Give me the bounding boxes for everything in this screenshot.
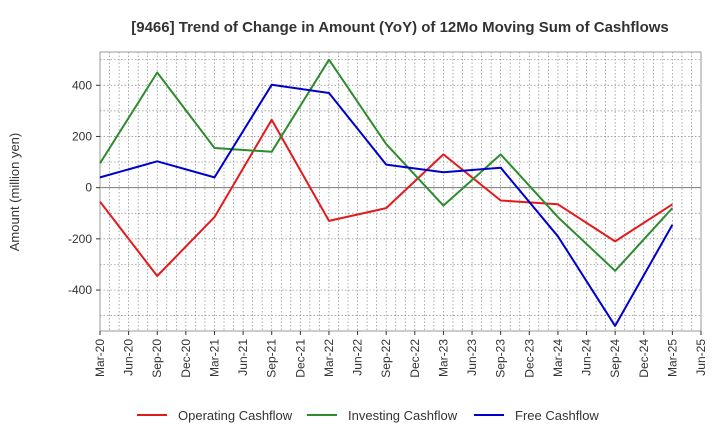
y-tick-label: -200	[68, 232, 92, 246]
y-tick-label: 400	[72, 78, 92, 92]
x-tick-label: Mar-21	[207, 339, 221, 377]
x-tick-label: Dec-24	[637, 339, 651, 378]
x-tick-label: Dec-20	[179, 339, 193, 378]
series-line-operating	[99, 118, 673, 277]
x-tick-label: Mar-24	[551, 339, 565, 377]
x-tick-label: Mar-25	[665, 339, 679, 377]
x-tick-label: Mar-22	[322, 339, 336, 377]
x-tick-label: Sep-23	[494, 339, 508, 378]
legend-label: Investing Cashflow	[348, 408, 458, 423]
legend-label: Operating Cashflow	[178, 408, 293, 423]
x-tick-label: Dec-23	[522, 339, 536, 378]
legend-label: Free Cashflow	[515, 408, 599, 423]
y-tick-label: 0	[85, 181, 92, 195]
chart-title: [9466] Trend of Change in Amount (YoY) o…	[131, 19, 669, 36]
x-tick-label: Jun-25	[694, 339, 708, 376]
x-tick-label: Jun-23	[465, 339, 479, 376]
x-tick-label: Mar-23	[436, 339, 450, 377]
x-axis: Mar-20 Jun-20 Sep-20 Dec-20 Mar-21 Jun-21 Sep-…	[93, 331, 708, 378]
x-tick-label: Jun-24	[580, 339, 594, 376]
series-line-free	[99, 83, 674, 327]
plot-area	[99, 51, 702, 332]
x-tick-label: Sep-20	[150, 339, 164, 378]
x-tick-label: Mar-20	[93, 339, 107, 377]
x-tick-label: Sep-22	[379, 339, 393, 378]
x-tick-label: Jun-21	[236, 339, 250, 376]
series-line-investing	[99, 58, 674, 272]
x-tick-label: Jun-20	[122, 339, 136, 376]
x-tick-label: Jun-22	[351, 339, 365, 376]
y-axis: 400 200 0 -200 -400	[68, 78, 100, 297]
legend: Operating Cashflow Investing Cashflow Free…	[137, 408, 599, 423]
grid	[99, 52, 702, 331]
series-lines	[99, 58, 674, 327]
y-tick-label: 200	[72, 129, 92, 143]
y-axis-label: Amount (million yen)	[7, 133, 22, 252]
x-tick-label: Dec-21	[293, 339, 307, 378]
x-tick-label: Sep-21	[265, 339, 279, 378]
y-tick-label: -400	[68, 283, 92, 297]
x-tick-label: Dec-22	[408, 339, 422, 378]
x-tick-label: Sep-24	[608, 339, 622, 378]
